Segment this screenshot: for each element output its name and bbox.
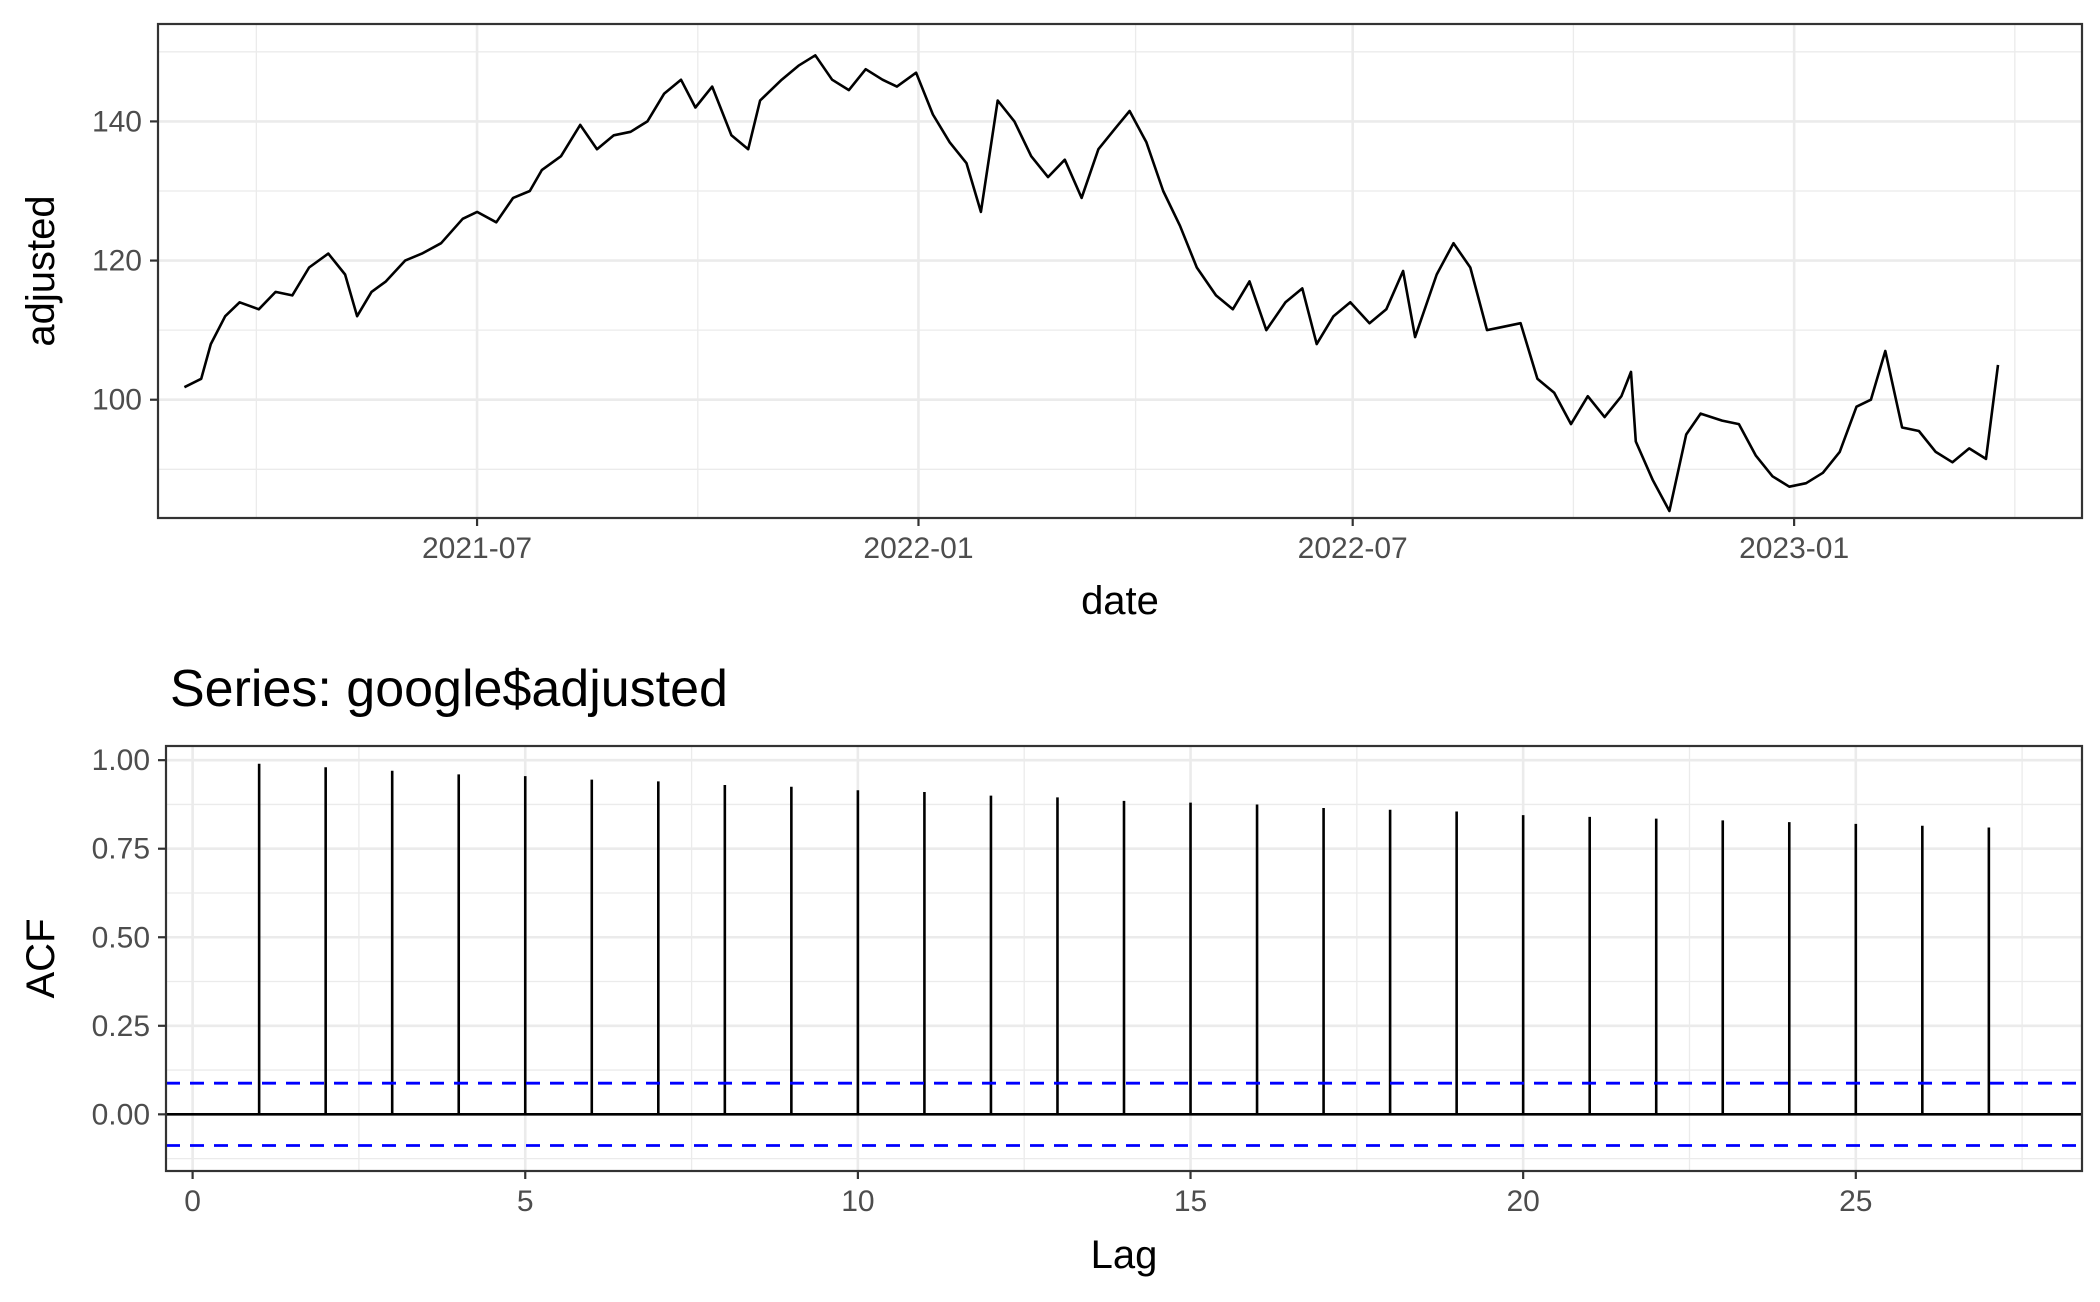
y-tick-label: 0.25 [92, 1010, 150, 1043]
x-tick-label: 15 [1174, 1185, 1207, 1218]
price-chart-y-axis-title: adjusted [19, 195, 63, 346]
price-chart: 2021-07 2022-01 2022-07 2023-01 100 120 140 da… [19, 22, 2084, 623]
acf-chart: Series: google$adjusted 0 5 10 15 20 25 0.00 0.… [19, 660, 2084, 1277]
acf-chart-border [164, 744, 2084, 1173]
price-chart-border [156, 22, 2084, 520]
x-tick-label: 2022-01 [863, 532, 973, 565]
price-chart-ticks: 2021-07 2022-01 2022-07 2023-01 100 120 140 [92, 105, 1849, 565]
acf-chart-bars [166, 763, 2082, 1147]
y-tick-label: 140 [92, 105, 142, 138]
y-tick-label: 0.50 [92, 921, 150, 954]
acf-chart-y-axis-title: ACF [19, 919, 63, 999]
x-tick-label: 2021-07 [422, 532, 532, 565]
price-chart-x-axis-title: date [1081, 579, 1159, 623]
price-line [183, 53, 2000, 513]
y-tick-label: 1.00 [92, 744, 150, 777]
acf-chart-x-axis-title: Lag [1091, 1233, 1158, 1277]
x-tick-label: 5 [517, 1185, 534, 1218]
y-tick-label: 100 [92, 384, 142, 417]
price-chart-series [183, 53, 2000, 513]
x-tick-label: 10 [841, 1185, 874, 1218]
y-tick-label: 0.75 [92, 833, 150, 866]
x-tick-label: 25 [1839, 1185, 1872, 1218]
x-tick-label: 2022-07 [1298, 532, 1408, 565]
acf-chart-title: Series: google$adjusted [170, 660, 728, 718]
acf-chart-ticks: 0 5 10 15 20 25 0.00 0.25 0.50 0.75 1.00 [92, 744, 1873, 1218]
x-tick-label: 2023-01 [1739, 532, 1849, 565]
x-tick-label: 20 [1506, 1185, 1539, 1218]
x-tick-label: 0 [184, 1185, 201, 1218]
y-tick-label: 0.00 [92, 1098, 150, 1131]
price-chart-gridlines [158, 24, 2082, 518]
y-tick-label: 120 [92, 245, 142, 278]
